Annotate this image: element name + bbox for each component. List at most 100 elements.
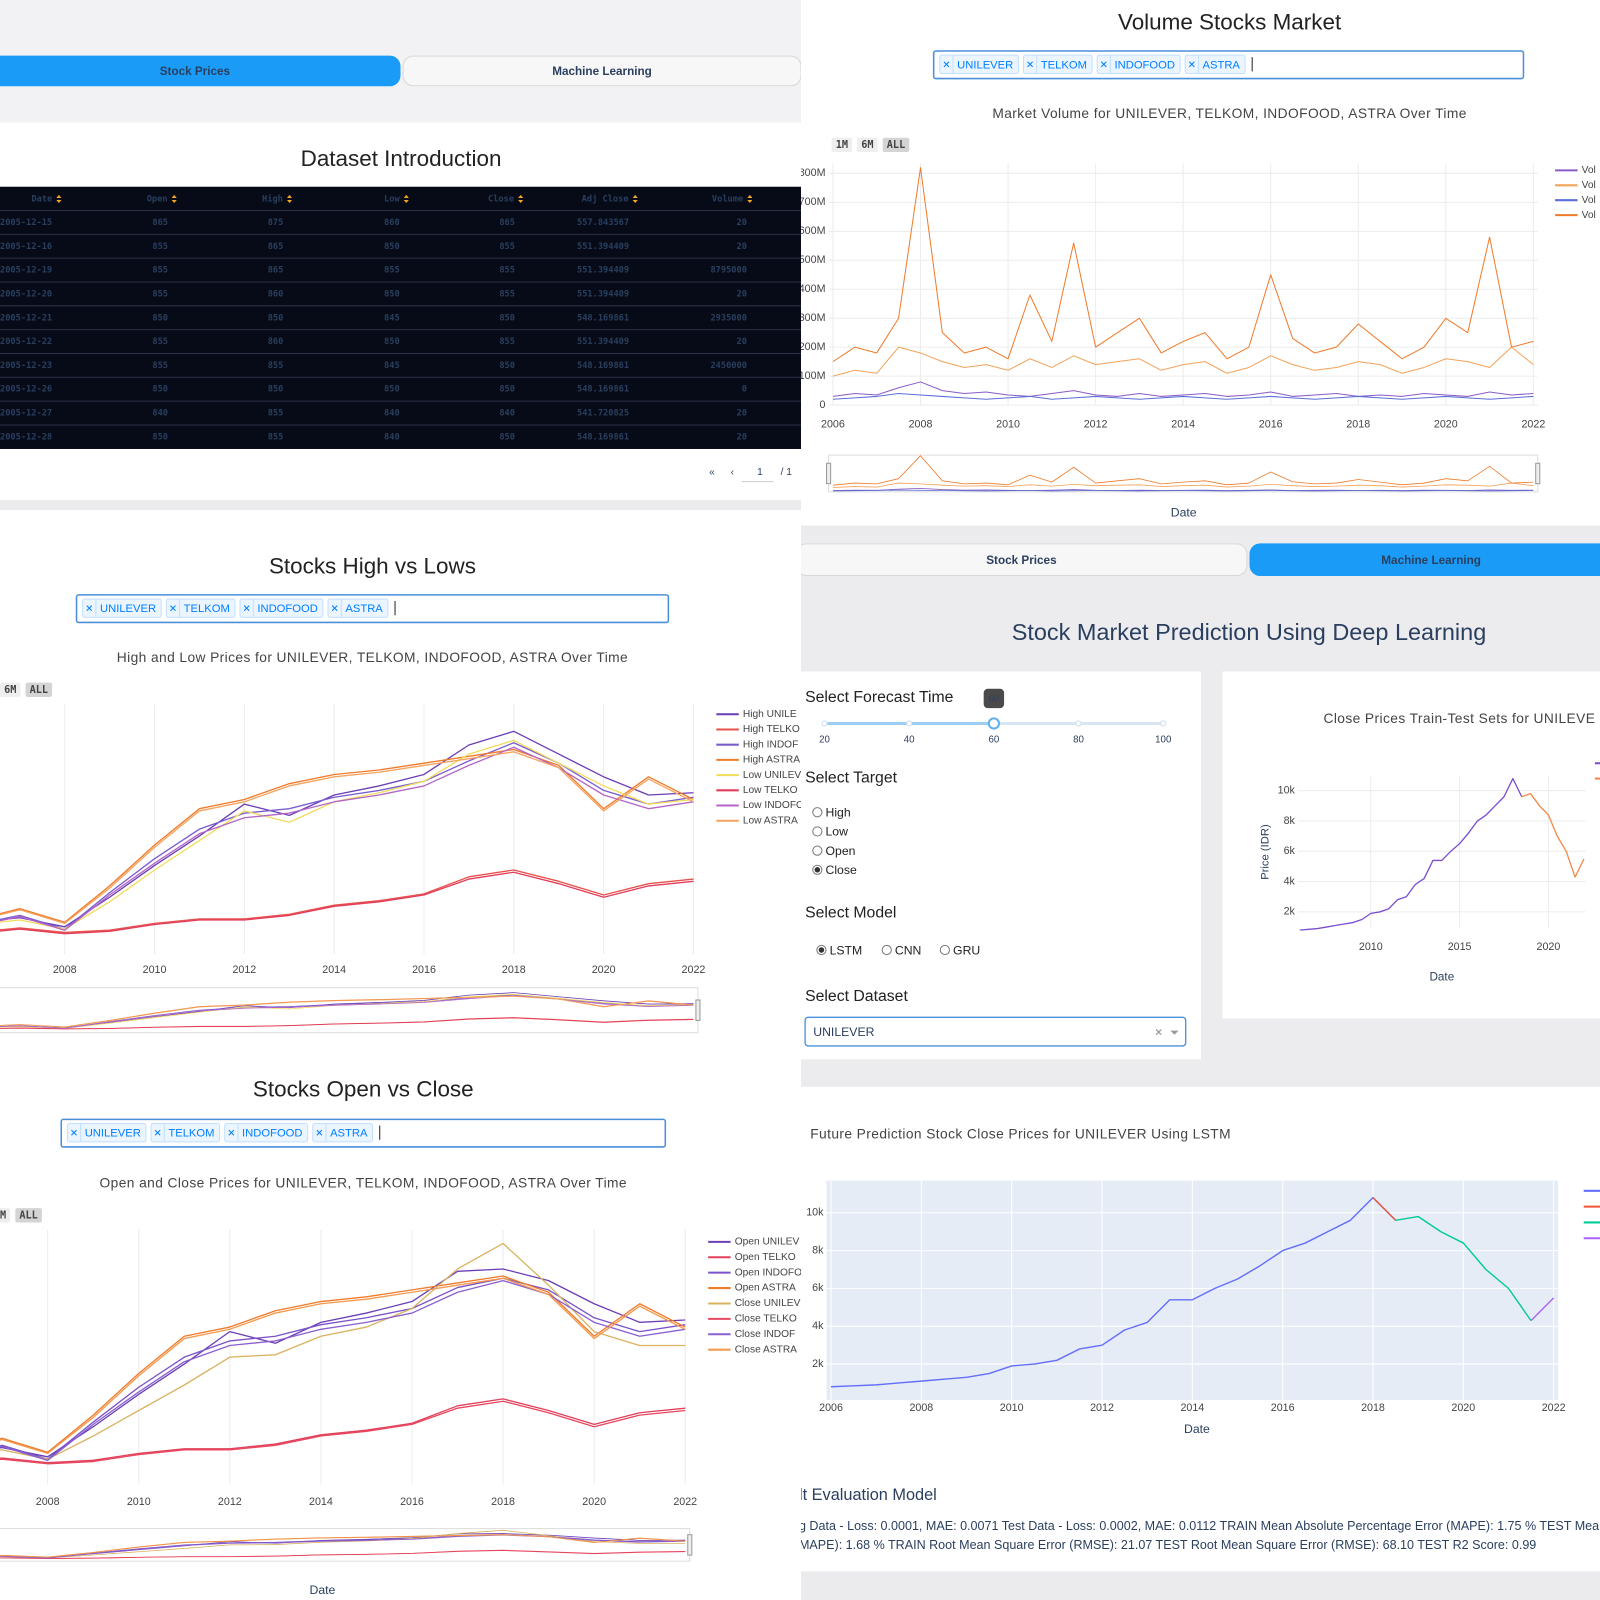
legend-label[interactable]: Vol — [1582, 210, 1596, 221]
chip-remove[interactable] — [243, 605, 250, 612]
range-handle[interactable] — [826, 462, 832, 485]
legend-label[interactable]: Open UNILEV — [735, 1237, 800, 1248]
column-header[interactable]: Date — [31, 194, 52, 204]
legend-label[interactable]: High TELKO — [743, 724, 800, 735]
legend-label[interactable]: Close UNILEV — [735, 1298, 801, 1309]
slider-handle[interactable] — [987, 717, 1000, 730]
range-button[interactable] — [882, 137, 910, 153]
chip-remove[interactable] — [943, 61, 950, 68]
range-button-label[interactable]: 6M — [4, 685, 16, 696]
legend-label[interactable]: Close INDOF — [735, 1329, 796, 1340]
tab[interactable] — [796, 543, 1248, 577]
range-button[interactable] — [0, 682, 21, 697]
column-header[interactable]: Open — [147, 194, 168, 204]
range-button[interactable] — [831, 137, 853, 153]
legend-label[interactable]: Open ASTRA — [735, 1283, 796, 1294]
range-button-label[interactable]: M — [0, 1210, 6, 1221]
chip[interactable] — [165, 598, 236, 618]
chip[interactable] — [939, 54, 1019, 74]
column-header[interactable]: High — [262, 193, 283, 204]
chip-remove[interactable] — [1100, 61, 1107, 68]
legend-label[interactable]: High ASTRA — [743, 755, 800, 766]
range-button[interactable] — [0, 1208, 11, 1223]
radio[interactable] — [881, 944, 892, 956]
dropdown-caret[interactable] — [1170, 1030, 1179, 1035]
legend-label[interactable]: High UNILE — [743, 709, 797, 720]
radio[interactable] — [812, 807, 823, 818]
radio-label[interactable]: GRU — [953, 943, 980, 957]
sort-icon[interactable] — [403, 194, 409, 204]
range-button-label[interactable]: ALL — [19, 1210, 37, 1221]
chip[interactable] — [1096, 54, 1181, 74]
tab-label[interactable]: Stock Prices — [986, 554, 1057, 567]
range-button-label[interactable]: 6M — [861, 140, 873, 151]
range-button-label[interactable]: ALL — [30, 685, 48, 696]
radio-label[interactable]: LSTM — [830, 943, 863, 957]
pagination[interactable]: « — [709, 467, 715, 478]
chip[interactable] — [327, 598, 389, 618]
sort-icon[interactable] — [56, 194, 62, 204]
range-slider[interactable] — [0, 1528, 691, 1562]
range-button[interactable] — [25, 682, 53, 697]
sort-icon[interactable] — [632, 194, 638, 204]
range-button-label[interactable]: ALL — [887, 140, 905, 151]
chip[interactable] — [1022, 54, 1093, 74]
dropdown[interactable] — [804, 1016, 1187, 1047]
sort-icon[interactable] — [286, 194, 293, 204]
range-handle[interactable] — [695, 999, 701, 1021]
legend-label[interactable]: Vol — [1582, 195, 1596, 206]
chip[interactable] — [150, 1122, 221, 1143]
chip-remove[interactable] — [1188, 61, 1195, 68]
radio-label[interactable]: Open — [826, 844, 856, 858]
range-slider[interactable] — [0, 987, 699, 1034]
range-button[interactable] — [15, 1208, 42, 1223]
range-handle[interactable] — [1535, 462, 1541, 485]
tab-label[interactable]: Machine Learning — [552, 65, 652, 78]
legend-label[interactable]: Low UNILEV — [743, 770, 802, 781]
radio[interactable] — [812, 845, 823, 856]
range-handle[interactable] — [687, 1534, 693, 1556]
tab[interactable] — [1249, 543, 1600, 577]
legend-label[interactable]: Vol — [1582, 165, 1596, 176]
legend-label[interactable]: Vol — [1582, 180, 1596, 191]
column-header[interactable]: Close — [488, 194, 514, 204]
radio-label[interactable]: Close — [826, 863, 857, 877]
legend-label[interactable]: Low ASTRA — [743, 815, 798, 826]
chip[interactable] — [312, 1122, 374, 1143]
range-button-label[interactable]: 1M — [836, 140, 848, 151]
radio-label[interactable]: High — [826, 805, 851, 819]
tab[interactable] — [0, 55, 401, 87]
chip-remove[interactable] — [228, 1129, 235, 1136]
tab[interactable] — [402, 55, 802, 87]
legend-label[interactable]: Low INDOFO — [743, 800, 804, 811]
chip-remove[interactable] — [316, 1129, 323, 1136]
legend-label[interactable]: Close TELKO — [735, 1314, 797, 1325]
chip[interactable] — [82, 598, 162, 618]
chip-remove[interactable] — [86, 605, 93, 612]
chip[interactable] — [239, 598, 324, 618]
column-header[interactable]: Low — [384, 194, 400, 204]
sort-icon[interactable] — [747, 194, 753, 204]
chip-remove[interactable] — [331, 605, 338, 612]
chip[interactable] — [224, 1122, 309, 1143]
chip[interactable] — [1184, 54, 1246, 74]
tab-label[interactable]: Stock Prices — [160, 65, 231, 78]
legend-label[interactable]: Open TELKO — [735, 1252, 796, 1263]
pagination[interactable]: / 1 — [781, 467, 793, 478]
radio-label[interactable]: Low — [826, 825, 849, 839]
range-button[interactable] — [857, 137, 878, 153]
chip-remove[interactable] — [71, 1129, 77, 1136]
dropdown-clear[interactable] — [1155, 1029, 1162, 1036]
chip-remove[interactable] — [170, 605, 176, 612]
chip-remove[interactable] — [1027, 61, 1034, 68]
column-header[interactable]: Adj Close — [582, 194, 629, 204]
range-slider[interactable] — [828, 454, 1539, 493]
sort-icon[interactable] — [171, 194, 177, 204]
radio[interactable] — [812, 826, 823, 837]
legend-label[interactable]: Low TELKO — [743, 785, 798, 796]
legend-label[interactable]: High INDOF — [743, 739, 798, 750]
pagination[interactable]: 1 — [757, 467, 763, 478]
pagination[interactable]: ‹ — [731, 467, 734, 478]
legend-label[interactable]: Close ASTRA — [735, 1344, 797, 1355]
radio[interactable] — [939, 944, 950, 956]
